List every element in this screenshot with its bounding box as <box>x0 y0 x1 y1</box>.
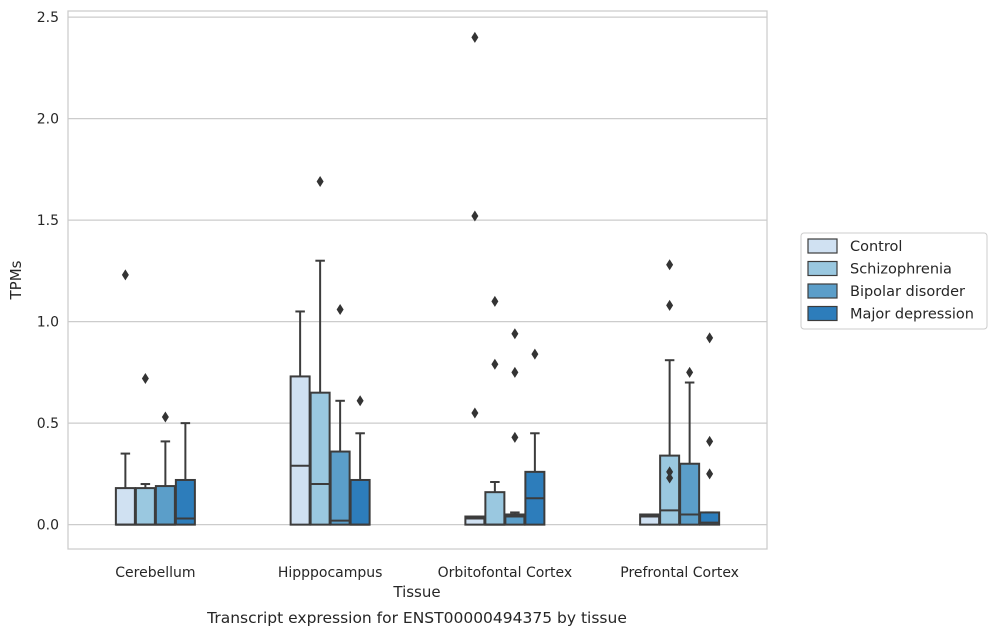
box-2-1 <box>289 310 311 526</box>
outlier-point <box>511 366 519 378</box>
outlier-point <box>531 348 539 360</box>
legend-label: Major depression <box>850 307 974 323</box>
box-iqr <box>329 450 351 526</box>
outlier-point <box>511 431 519 443</box>
box-iqr <box>349 478 371 526</box>
outlier-point <box>161 411 169 423</box>
box-4-2 <box>659 259 681 526</box>
grid-lines <box>68 16 767 526</box>
box-3-1 <box>464 31 486 526</box>
outlier-point <box>511 328 519 340</box>
box-4-3 <box>679 366 701 526</box>
box-2-4 <box>349 395 371 526</box>
x-tick-label: Hipppocampus <box>278 565 383 581</box>
plot-area-frame <box>67 10 768 550</box>
outlier-point <box>471 407 479 419</box>
x-tick-label: Prefrontal Cortex <box>620 565 739 581</box>
y-tick-labels: 0.0 0.5 1.0 1.5 2.0 2.5 <box>37 10 59 534</box>
box-3-2 <box>484 295 506 526</box>
legend-label: Schizophrenia <box>850 262 952 278</box>
outlier-point <box>491 295 499 307</box>
box-iqr <box>679 462 701 526</box>
x-axis-label: Tissue <box>392 583 440 601</box>
outlier-point <box>316 176 324 188</box>
box-1-3 <box>154 411 176 526</box>
outlier-point <box>666 466 674 478</box>
outlier-point <box>706 468 714 480</box>
box-iqr <box>289 375 311 526</box>
outlier-point <box>336 303 344 315</box>
y-tick-label: 2.0 <box>37 112 59 128</box>
legend-item: Major depression <box>807 305 974 323</box>
box-iqr <box>309 391 331 526</box>
outlier-point <box>356 395 364 407</box>
legend-swatch <box>807 305 838 322</box>
x-tick-label: Cerebellum <box>115 565 195 581</box>
y-tick-label: 1.5 <box>37 213 59 229</box>
x-tick-labels: Cerebellum Hipppocampus Orbitofontal Corte… <box>115 565 739 581</box>
box-1-2 <box>134 372 156 526</box>
box-2-3 <box>329 303 351 526</box>
box-3-4 <box>524 348 546 526</box>
y-axis-label: TPMs <box>7 260 25 300</box>
box-iqr <box>699 511 721 526</box>
legend: Control Schizophrenia Bipolar disorder Majo… <box>800 232 988 330</box>
x-tick-label: Orbitofontal Cortex <box>438 565 573 581</box>
chart-caption: Transcript expression for ENST0000049437… <box>206 609 627 627</box>
legend-swatch <box>807 238 838 254</box>
y-tick-label: 1.0 <box>37 315 59 331</box>
outlier-point <box>666 472 674 484</box>
box-iqr <box>134 487 156 526</box>
y-tick-label: 0.5 <box>37 416 59 432</box>
legend-item: Bipolar disorder <box>807 283 965 300</box>
outlier-point <box>666 259 674 271</box>
outlier-point <box>666 299 674 311</box>
box-1-4 <box>174 422 196 526</box>
outlier-point <box>706 332 714 344</box>
legend-item: Control <box>807 238 902 255</box>
y-tick-label: 0.0 <box>37 518 59 534</box>
legend-label: Control <box>850 239 902 255</box>
box-3-3 <box>504 328 526 526</box>
legend-label: Bipolar disorder <box>850 284 965 300</box>
outlier-point <box>686 366 694 378</box>
box-iqr <box>154 485 176 526</box>
legend-swatch <box>807 283 838 299</box>
outlier-point <box>471 31 479 43</box>
box-4-1 <box>639 513 661 526</box>
y-tick-label: 2.5 <box>37 10 59 26</box>
outlier-point <box>706 435 714 447</box>
box-4-4 <box>699 332 721 526</box>
box-iqr <box>114 487 136 526</box>
boxes <box>114 31 721 526</box>
legend-item: Schizophrenia <box>807 260 952 278</box>
legend-swatch <box>807 260 838 277</box>
box-iqr <box>174 478 196 526</box>
outlier-point <box>491 358 499 370</box>
outlier-point <box>471 210 479 222</box>
box-iqr <box>484 491 506 526</box>
box-1-1 <box>114 269 136 526</box>
outlier-point <box>141 372 149 384</box>
legend-frame <box>800 232 988 330</box>
outlier-point <box>121 269 129 281</box>
box-2-2 <box>309 176 331 526</box>
box-iqr <box>659 454 681 526</box>
